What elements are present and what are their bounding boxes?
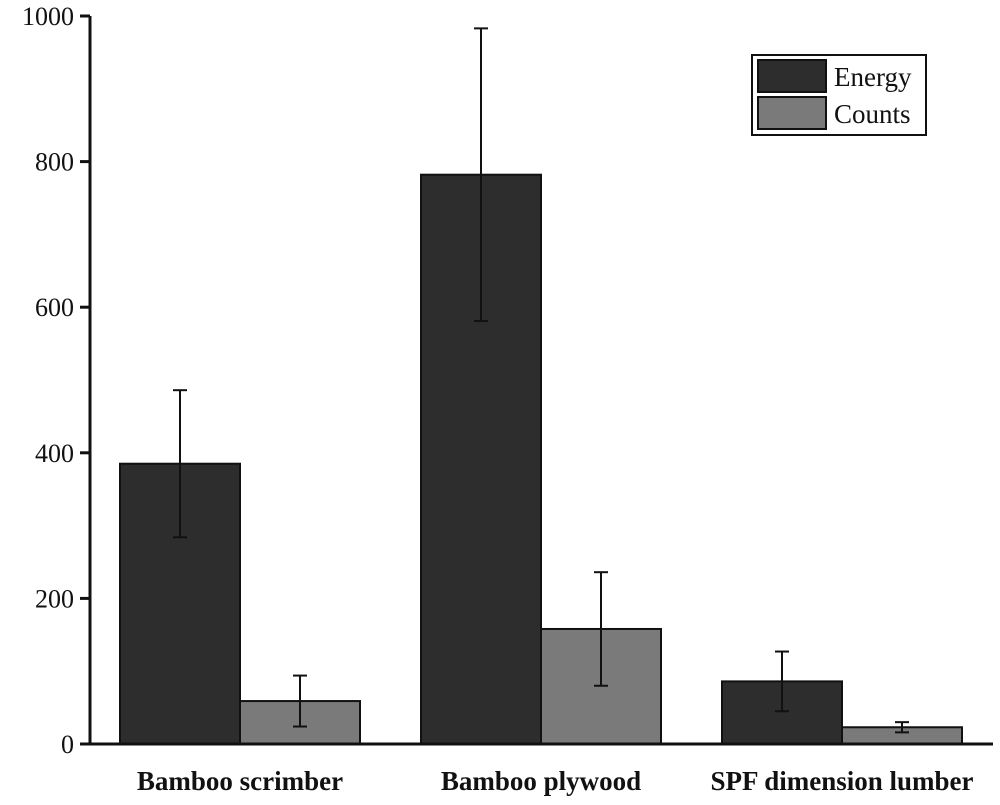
legend: Energy Counts	[751, 54, 927, 136]
x-category-label: SPF dimension lumber	[710, 766, 973, 796]
y-tick-label: 400	[35, 439, 74, 468]
legend-label-energy: Energy	[834, 62, 912, 92]
legend-label-counts: Counts	[834, 99, 911, 129]
y-tick-label: 0	[61, 730, 74, 759]
x-tick-labels: Bamboo scrimber Bamboo plywood SPF dimensi…	[137, 766, 974, 796]
y-tick-label: 800	[35, 148, 74, 177]
bars-layer	[119, 173, 963, 746]
x-category-label: Bamboo plywood	[441, 766, 641, 796]
axes	[88, 16, 993, 746]
y-tick-label: 1000	[22, 2, 74, 31]
x-category-label: Bamboo scrimber	[137, 766, 343, 796]
legend-swatch-counts	[757, 96, 827, 130]
y-tick-label: 200	[35, 584, 74, 613]
y-tick-label: 600	[35, 293, 74, 322]
y-ticks: 0 200 400 600 800 1000	[22, 2, 90, 759]
legend-swatch-energy	[757, 59, 827, 93]
error-bars-layer	[173, 27, 909, 734]
